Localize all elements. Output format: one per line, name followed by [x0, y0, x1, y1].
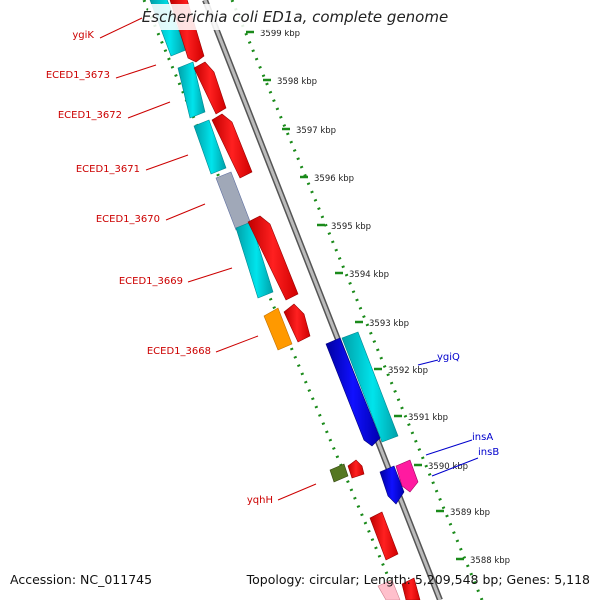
kbp-tick-label: 3590 kbp: [428, 462, 468, 472]
kbp-tick-label: 3589 kbp: [450, 508, 490, 518]
gene-label-yqhH[interactable]: yqhH: [247, 495, 273, 506]
gene-leader-lines: [99, 17, 479, 501]
kbp-tick-label: 3588 kbp: [470, 556, 510, 566]
gene-yqhH[interactable]: [329, 463, 349, 483]
gene-red-3[interactable]: [211, 113, 253, 179]
gene-ECED1_3669[interactable]: [235, 221, 274, 299]
kbp-tick-label: 3592 kbp: [388, 366, 428, 376]
gene-leader-line: [115, 64, 157, 79]
kbp-tick-label: 3598 kbp: [277, 77, 317, 87]
gene-red-8[interactable]: [401, 577, 421, 600]
gene-red-6[interactable]: [347, 459, 365, 479]
kbp-tick-labels: 3599 kbp 3598 kbp 3597 kbp 3596 kbp 3595 kbp…: [246, 29, 510, 566]
gene-red-7[interactable]: [369, 511, 399, 561]
gene-leader-line: [145, 154, 189, 171]
gene-ECED1_3673[interactable]: [177, 61, 206, 119]
gene-leader-line: [99, 17, 143, 39]
gene-labels: ygiK ECED1_3673 ECED1_3672 ECED1_3671 ECED1_…: [46, 30, 499, 506]
gene-leader-line: [165, 203, 206, 221]
inner-tick-line: [142, 0, 400, 600]
gene-features-red: [169, 0, 421, 600]
gene-blue-1[interactable]: [325, 337, 381, 447]
kbp-tick-label: 3594 kbp: [349, 270, 389, 280]
gene-leader-line: [127, 101, 171, 119]
accession-text: Accession: NC_011745: [10, 572, 153, 587]
kbp-tick-label: 3599 kbp: [260, 29, 300, 39]
gene-label-ECED1_3670[interactable]: ECED1_3670: [96, 214, 160, 225]
gene-insB[interactable]: [395, 459, 419, 493]
gene-red-5[interactable]: [283, 303, 311, 343]
gene-leader-line: [277, 483, 317, 501]
gene-red-2[interactable]: [193, 61, 227, 115]
gene-ECED1_3672[interactable]: [193, 119, 227, 175]
gene-label-ECED1_3672[interactable]: ECED1_3672: [58, 110, 122, 121]
gene-ygiQ[interactable]: [341, 331, 399, 443]
gene-leader-line: [431, 457, 479, 477]
gene-label-insA[interactable]: insA: [472, 432, 493, 443]
gene-label-ygiK[interactable]: ygiK: [72, 30, 94, 41]
outer-tick-line: [230, 0, 484, 600]
gene-label-ygiQ[interactable]: ygiQ: [437, 352, 460, 363]
gene-ECED1_3668[interactable]: [263, 307, 293, 351]
backbone: [202, 0, 443, 600]
gene-leader-line: [425, 439, 473, 456]
gene-label-ECED1_3669[interactable]: ECED1_3669: [119, 276, 183, 287]
gene-ECED1_3670[interactable]: [215, 171, 252, 231]
gene-leader-line: [215, 335, 259, 353]
map-title-box: Escherichia coli ED1a, complete genome: [142, 4, 448, 30]
gene-features-right: [325, 331, 419, 600]
map-title: Escherichia coli ED1a, complete genome: [141, 8, 449, 26]
gene-features-left: [149, 0, 349, 483]
kbp-tick-label: 3595 kbp: [331, 222, 371, 232]
kbp-tick-label: 3591 kbp: [408, 413, 448, 423]
gene-label-insB[interactable]: insB: [478, 447, 499, 458]
genome-summary-text: Topology: circular; Length: 5,209,548 bp…: [246, 572, 590, 587]
gene-pink-bottom[interactable]: [377, 579, 401, 600]
kbp-tick-label: 3596 kbp: [314, 174, 354, 184]
kbp-tick-label: 3593 kbp: [369, 319, 409, 329]
gene-leader-line: [187, 267, 233, 283]
gene-label-ECED1_3668[interactable]: ECED1_3668: [147, 346, 211, 357]
gene-leader-line: [417, 359, 439, 366]
gene-insA[interactable]: [379, 465, 405, 505]
gene-label-ECED1_3671[interactable]: ECED1_3671: [76, 164, 140, 175]
kbp-tick-label: 3597 kbp: [296, 126, 336, 136]
gene-red-4[interactable]: [247, 215, 299, 301]
gene-label-ECED1_3673[interactable]: ECED1_3673: [46, 70, 110, 81]
